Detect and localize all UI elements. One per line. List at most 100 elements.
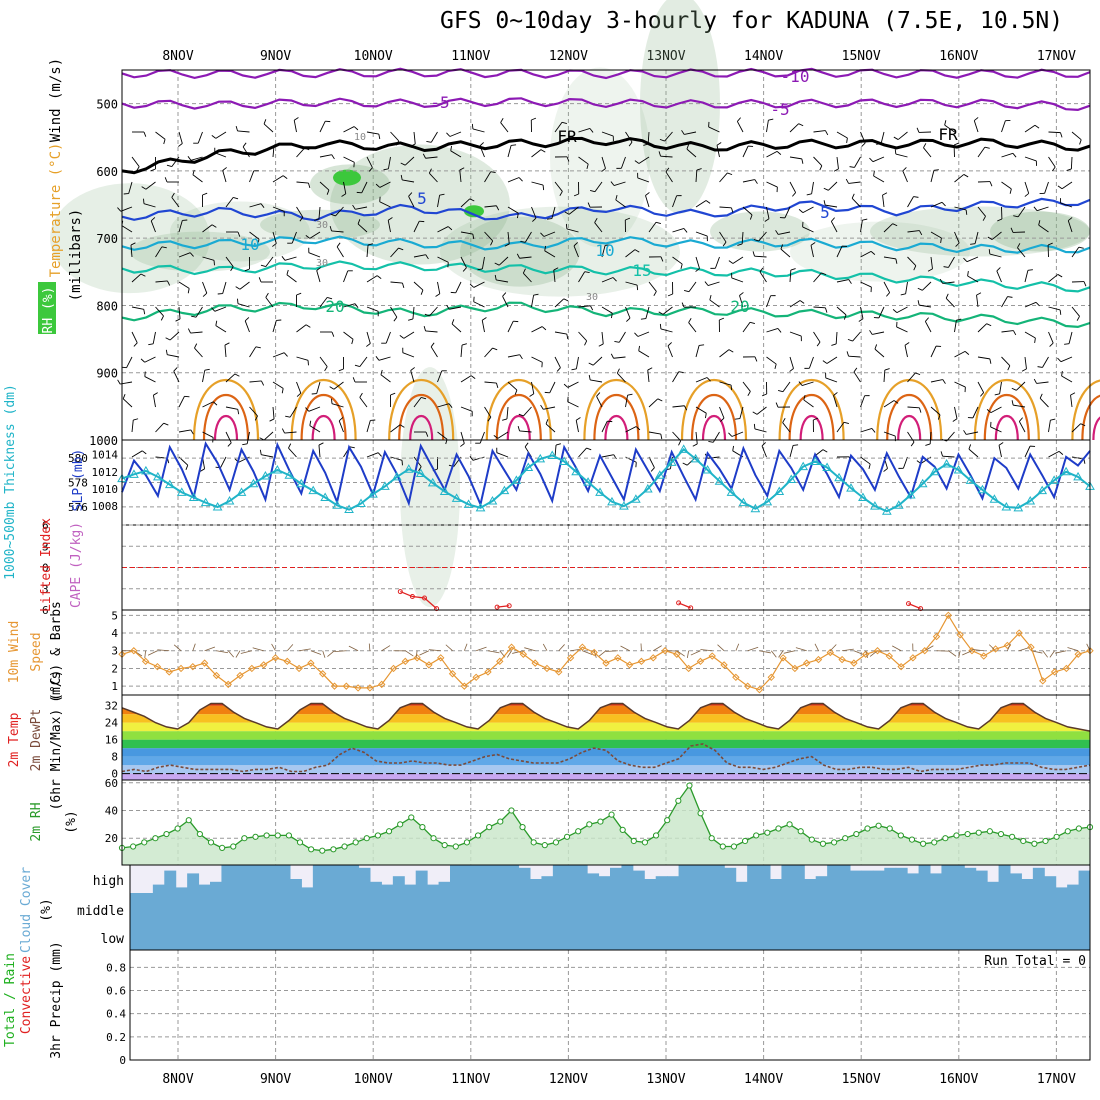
wind-barb	[437, 370, 443, 383]
wind-barb	[582, 650, 593, 656]
wind-barb-flag	[1057, 185, 1063, 190]
wind-barb-flag	[1059, 309, 1062, 315]
wind-barb	[147, 650, 158, 656]
wind-barb-flag	[281, 256, 286, 261]
rh-point	[830, 839, 838, 846]
wind-barb-flag	[260, 264, 266, 268]
wind-point	[448, 670, 457, 678]
wind-barb-flag	[823, 187, 829, 191]
wind-barb-flag	[254, 415, 258, 421]
wind-barb-flag	[1064, 343, 1070, 345]
wind-barb	[625, 249, 636, 258]
wind-barb	[789, 445, 794, 458]
wind-barb	[455, 281, 462, 293]
wind-barb	[578, 271, 586, 283]
wind-barb-flag	[753, 423, 756, 429]
rh-point	[541, 842, 548, 849]
wind-barb-flag	[258, 277, 262, 283]
wind-barb-flag	[913, 196, 919, 198]
wind-barb	[853, 371, 861, 383]
wind-barb	[522, 272, 532, 283]
wind-barb	[524, 647, 536, 652]
wind-barb-flag	[777, 389, 784, 393]
wind-barb-flag	[634, 249, 640, 253]
wind-barb-flag	[776, 151, 782, 155]
wind-point	[437, 654, 445, 662]
x-tick-bottom: 14NOV	[744, 1072, 783, 1087]
wind-barb-flag	[471, 123, 474, 129]
wind-barb-flag	[764, 218, 770, 222]
wind-barb	[802, 206, 814, 214]
wind-barb-flag	[366, 343, 371, 347]
wind-barb	[225, 197, 234, 208]
wind-barb	[707, 281, 720, 286]
wind-barb	[700, 649, 713, 652]
wind-barb	[366, 331, 371, 344]
wind-barb-flag	[202, 192, 208, 196]
slp-point	[248, 478, 259, 488]
wind-barb-flag	[286, 269, 289, 275]
wind-barb	[425, 156, 438, 159]
rh-point	[686, 782, 693, 789]
wind-barb	[381, 645, 391, 652]
wind-barb	[618, 331, 626, 343]
wind-barb	[1024, 124, 1036, 133]
wind-barb-flag	[941, 201, 946, 207]
wind-barb	[688, 281, 697, 292]
rh-point	[842, 835, 849, 842]
rh-point	[163, 830, 170, 838]
wind-barb-flag	[883, 468, 888, 472]
precip-tick: 0.4	[106, 1008, 126, 1021]
wind-barb	[484, 171, 492, 183]
rh-point	[964, 830, 971, 838]
temp-bands	[122, 703, 1090, 780]
wind-barb	[531, 149, 542, 158]
wind-barb	[366, 452, 379, 458]
wind-barb	[145, 181, 156, 190]
wind-barb-flag	[424, 313, 430, 317]
wind-barb-flag	[187, 288, 190, 294]
wind-barb-flag	[185, 465, 189, 470]
cloud-high-bar	[415, 870, 428, 893]
wind-barb	[366, 131, 379, 135]
wind-barb	[897, 131, 908, 140]
wind-barb	[343, 270, 349, 283]
wind-barb	[1086, 643, 1091, 651]
wind-barb	[736, 121, 744, 133]
isotherm--5	[121, 97, 1091, 112]
temp-band	[122, 748, 1090, 757]
wind-barb	[766, 150, 778, 158]
isotherm-5	[121, 197, 1091, 222]
wind-barb-flag	[871, 428, 876, 433]
ylabel-lifted-index: Lifted Index	[39, 518, 54, 612]
cloud-high-bar	[632, 870, 645, 893]
wind-barb	[155, 306, 164, 317]
isotherm-label: FR	[557, 127, 577, 146]
wind-barb	[719, 349, 730, 358]
wind-barb-flag	[845, 178, 849, 184]
wind-barb-flag	[222, 167, 227, 171]
wind-barb-flag	[329, 226, 332, 232]
rh-point	[920, 840, 927, 847]
ylabel-temperature: Temperature (°C)	[48, 143, 64, 278]
wind-barb-flag	[235, 126, 238, 132]
rh-point	[274, 832, 281, 839]
wind-barb-flag	[963, 430, 967, 435]
wind-barb	[554, 445, 557, 458]
wind-barb-flag	[293, 117, 299, 121]
cloud-high-bar	[221, 865, 234, 893]
wind-barb	[907, 372, 916, 383]
wind-barb-flag	[813, 417, 819, 421]
wind-barb	[578, 305, 591, 308]
wind-barb-flag	[982, 216, 986, 221]
wind-barb	[152, 395, 156, 408]
wind-barb	[874, 348, 885, 358]
wind-barb	[741, 231, 744, 245]
cloud-level-label: low	[101, 932, 125, 947]
thickness-tick: 576	[68, 501, 88, 514]
wind-barb	[813, 306, 826, 309]
wind-barb-flag	[143, 131, 147, 137]
wind-barb-flag	[533, 293, 539, 296]
wind-barb-flag	[469, 198, 475, 202]
cloud-high-bar	[392, 876, 405, 893]
